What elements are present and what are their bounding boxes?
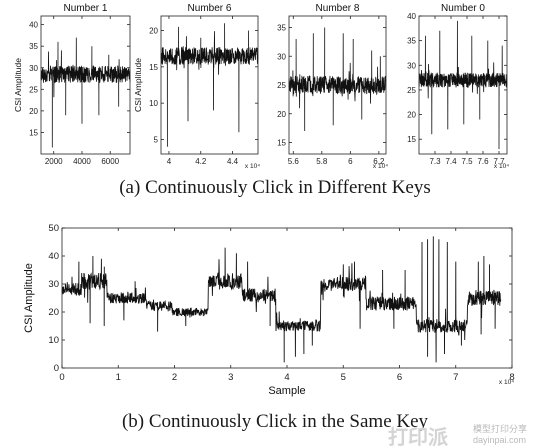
- y-axis-label: CSI Amplitude: [23, 263, 35, 333]
- x-tick-label: 3: [228, 372, 233, 383]
- series-line: [61, 236, 502, 363]
- x-tick-label: 4.4: [227, 157, 239, 166]
- y-tick-label: 40: [407, 12, 416, 21]
- y-tick-label: 35: [29, 42, 38, 51]
- chart-panel-3: 7.3 7.4 7.5 7.6 7.7 15 20 25 30 35 40 Number 0 x 10⁴: [407, 3, 509, 170]
- y-tick-label: 40: [48, 251, 59, 262]
- x-multiplier: x 10⁴: [245, 163, 260, 170]
- x-tick-label: 7.5: [461, 157, 473, 166]
- y-tick-label: 20: [149, 27, 158, 36]
- watermark-text: 模型打印分享: [473, 423, 527, 434]
- series-line: [160, 23, 259, 147]
- y-tick-label: 40: [29, 21, 38, 30]
- y-tick-label: 35: [407, 37, 416, 46]
- plot-frame: [160, 15, 259, 155]
- x-tick-label: 5.8: [316, 157, 328, 166]
- chart-title: Number 8: [316, 3, 360, 14]
- x-tick-label: 7.3: [429, 157, 441, 166]
- caption-b: (b) Continuously Click in the Same Key: [122, 411, 429, 432]
- y-tick-label: 30: [29, 64, 38, 73]
- x-tick-label: 7.6: [477, 157, 489, 166]
- y-tick-label: 20: [29, 107, 38, 116]
- series-line: [418, 20, 508, 150]
- y-tick-label: 15: [29, 128, 38, 137]
- x-axis-label: Sample: [268, 385, 305, 397]
- x-tick-label: 7: [453, 372, 458, 383]
- x-tick-label: 7.7: [493, 157, 505, 166]
- plot-frame: [418, 15, 508, 155]
- y-tick-label: 15: [277, 139, 286, 148]
- caption-a: (a) Continuously Click in Different Keys: [119, 177, 431, 198]
- y-tick-label: 30: [48, 279, 59, 290]
- chart-panel-0: 2000 4000 6000 15 20 25 30 35 40 Number 1 CSI Ampl…: [13, 3, 131, 166]
- x-tick-label: 1: [116, 372, 121, 383]
- x-tick-label: 5.6: [288, 157, 300, 166]
- x-tick-label: 6.2: [373, 157, 385, 166]
- x-multiplier: x 10⁴: [373, 163, 388, 170]
- chart-title: Number 1: [64, 3, 108, 14]
- y-tick-label: 10: [48, 335, 59, 346]
- plot-frame: [40, 15, 131, 155]
- x-tick-label: 4: [284, 372, 289, 383]
- chart-panel-4: 0 1 2 3 4 5 6 7 8 0 10 20 30 40 50 CSI Amplitude Sample x…: [23, 223, 515, 397]
- x-tick-label: 8: [509, 372, 514, 383]
- watermark-logo: 打印派: [388, 425, 449, 446]
- x-multiplier: x 10⁴: [499, 379, 514, 386]
- y-tick-label: 15: [149, 63, 158, 72]
- x-tick-label: 2: [172, 372, 177, 383]
- y-tick-label: 25: [407, 86, 416, 95]
- watermark: 打印派 模型打印分享 dayinpai.com: [388, 423, 527, 446]
- y-tick-label: 25: [277, 81, 286, 90]
- y-tick-label: 30: [407, 61, 416, 70]
- x-tick-label: 6: [348, 157, 353, 166]
- chart-title: Number 0: [441, 3, 485, 14]
- x-tick-label: 7.4: [445, 157, 457, 166]
- y-tick-label: 30: [277, 52, 286, 61]
- x-tick-label: 4: [167, 157, 172, 166]
- series-line: [288, 27, 387, 132]
- series-line: [40, 37, 131, 148]
- y-tick-label: 0: [54, 363, 59, 374]
- x-tick-label: 6: [397, 372, 402, 383]
- x-tick-label: 4.2: [195, 157, 207, 166]
- x-tick-label: 5: [341, 372, 346, 383]
- y-tick-label: 5: [154, 135, 159, 144]
- y-tick-label: 20: [48, 307, 59, 318]
- y-tick-label: 35: [277, 24, 286, 33]
- y-axis-label: CSI Amplitude: [133, 58, 143, 112]
- y-tick-label: 10: [149, 99, 158, 108]
- y-tick-label: 50: [48, 223, 59, 234]
- x-tick-label: 6000: [101, 157, 119, 166]
- x-multiplier: x 10⁴: [494, 163, 509, 170]
- y-tick-label: 20: [407, 111, 416, 120]
- x-tick-label: 4000: [73, 157, 91, 166]
- x-tick-label: 2000: [45, 157, 63, 166]
- y-tick-label: 15: [407, 135, 416, 144]
- x-tick-label: 0: [59, 372, 64, 383]
- y-axis-label: CSI Amplitude: [13, 58, 23, 112]
- chart-title: Number 6: [188, 3, 232, 14]
- y-tick-label: 25: [29, 85, 38, 94]
- chart-panel-1: 4 4.2 4.4 5 10 15 20 Number 6 CSI Amplitude x 10⁴: [133, 3, 260, 170]
- watermark-url: dayinpai.com: [473, 435, 526, 445]
- chart-panel-2: 5.6 5.8 6 6.2 15 20 25 30 35 Number 8 x 10⁴: [277, 3, 388, 170]
- y-tick-label: 20: [277, 110, 286, 119]
